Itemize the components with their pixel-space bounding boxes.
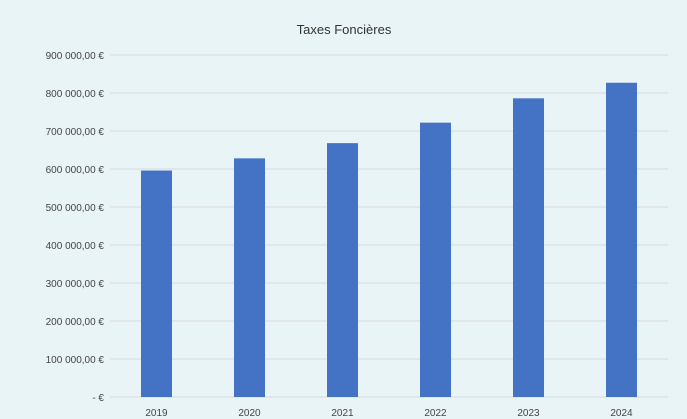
bar-2021	[327, 143, 358, 397]
y-tick-label: 600 000,00 €	[46, 165, 105, 176]
x-tick-label: 2024	[610, 408, 633, 419]
y-tick-label: - €	[92, 393, 104, 404]
y-tick-label: 800 000,00 €	[46, 89, 105, 100]
x-tick-label: 2021	[331, 408, 354, 419]
bar-2019	[141, 170, 172, 397]
x-tick-label: 2023	[517, 408, 540, 419]
x-axis-tick-labels: 2019 2020 2021 2022 2023 2024	[145, 408, 633, 419]
bar-2022	[420, 122, 451, 397]
y-axis-tick-labels: - € 100 000,00 € 200 000,00 € 300 000,00 € 4…	[46, 51, 105, 404]
y-tick-label: 100 000,00 €	[46, 355, 105, 366]
x-tick-label: 2022	[424, 408, 447, 419]
y-tick-label: 300 000,00 €	[46, 279, 105, 290]
y-tick-label: 700 000,00 €	[46, 127, 105, 138]
bar-2024	[606, 82, 637, 398]
y-tick-label: 200 000,00 €	[46, 317, 105, 328]
x-tick-label: 2019	[145, 408, 168, 419]
y-tick-label: 900 000,00 €	[46, 51, 105, 62]
chart-title: Taxes Foncières	[297, 22, 392, 37]
y-tick-label: 500 000,00 €	[46, 203, 105, 214]
bars	[141, 82, 637, 398]
y-tick-label: 400 000,00 €	[46, 241, 105, 252]
gridlines	[110, 54, 668, 398]
x-tick-label: 2020	[238, 408, 261, 419]
bar-2023	[513, 98, 544, 397]
bar-2020	[234, 158, 265, 397]
